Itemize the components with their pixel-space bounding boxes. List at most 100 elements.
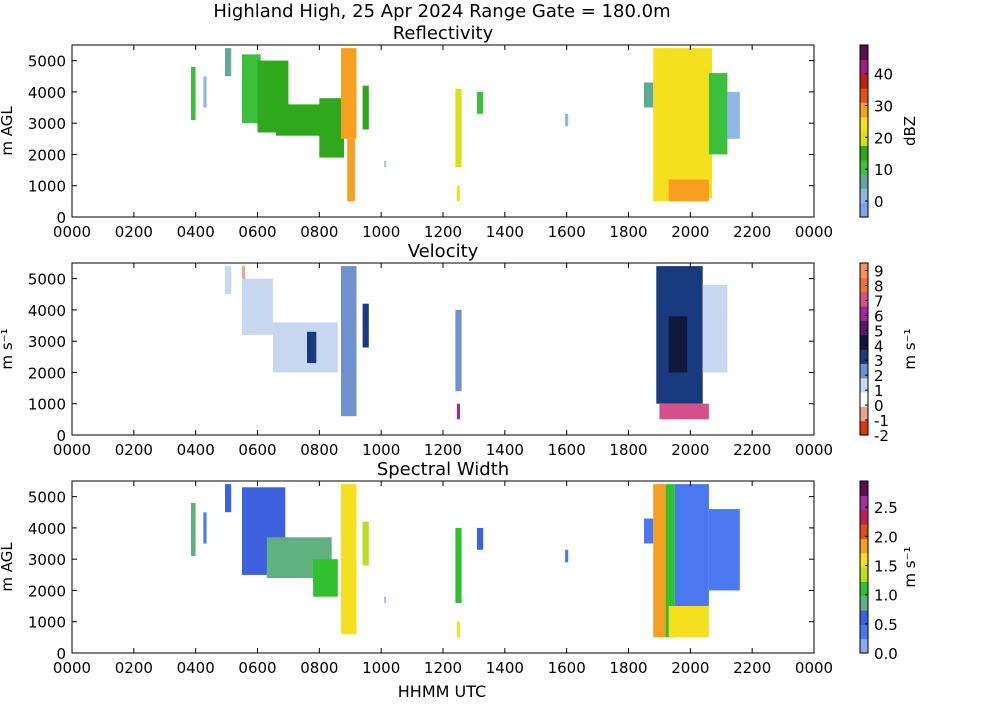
figure-title: Highland High, 25 Apr 2024 Range Gate = … xyxy=(213,1,670,22)
y-tick-label: 0 xyxy=(56,427,66,445)
data-cell-0 xyxy=(191,66,196,121)
data-cell-15 xyxy=(644,82,654,108)
x-tick-label: 1200 xyxy=(424,441,462,459)
colorbar-segment xyxy=(860,552,868,568)
y-tick-label: 1000 xyxy=(28,178,66,196)
data-cell-3 xyxy=(242,54,261,124)
y-tick-label: 2000 xyxy=(28,146,66,164)
x-tick-label: 2000 xyxy=(671,223,709,241)
colorbar-tick-label: -2 xyxy=(874,427,889,445)
data-cell-12 xyxy=(456,185,460,202)
data-cell-17 xyxy=(665,48,712,199)
data-cell-11 xyxy=(477,527,484,550)
data-cell-17 xyxy=(727,309,740,357)
x-axis-label: HHMM UTC xyxy=(398,682,486,700)
x-tick-label: 2000 xyxy=(671,659,709,677)
x-tick-label: 0800 xyxy=(300,223,338,241)
data-cell-16 xyxy=(674,484,709,607)
x-tick-label: 0400 xyxy=(177,441,215,459)
y-tick-label: 1000 xyxy=(28,614,66,632)
data-cell-6 xyxy=(319,98,344,158)
colorbar-tick-label: 20 xyxy=(874,129,893,147)
colorbar-tick-label: 2 xyxy=(874,367,884,385)
colorbar-segment xyxy=(860,420,868,436)
panel-1: Velocitym s⁻¹010002000300040005000000002… xyxy=(0,241,919,459)
x-tick-label: 0200 xyxy=(115,441,153,459)
colorbar-segment xyxy=(860,102,868,118)
colorbar-tick-label: 2.0 xyxy=(874,528,898,546)
panels: Reflectivitym AGL01000200030004000500000… xyxy=(0,23,919,677)
x-tick-label: 0600 xyxy=(238,659,276,677)
colorbar-segment xyxy=(860,277,868,293)
y-tick-label: 0 xyxy=(56,645,66,663)
colorbar-segment xyxy=(860,45,868,60)
data-cell-15 xyxy=(659,403,709,420)
data-cell-10 xyxy=(456,621,460,638)
x-tick-label: 1800 xyxy=(609,441,647,459)
x-tick-label: 1200 xyxy=(424,223,462,241)
data-cell-10 xyxy=(384,160,386,167)
colorbar-tick-label: 0 xyxy=(874,397,884,415)
x-tick-label: 0800 xyxy=(300,441,338,459)
x-tick-label: 1800 xyxy=(609,659,647,677)
data-cell-18 xyxy=(668,179,709,202)
x-tick-label: 0400 xyxy=(177,659,215,677)
colorbar-tick-label: -1 xyxy=(874,412,889,430)
data-cell-9 xyxy=(455,527,462,603)
colorbar-tick-label: 5 xyxy=(874,322,884,340)
colorbar-segment xyxy=(860,188,868,204)
data-cell-11 xyxy=(455,88,462,167)
x-tick-label: 0000 xyxy=(53,223,91,241)
colorbar-segment xyxy=(860,406,868,422)
data-cell-13 xyxy=(477,91,484,114)
x-tick-label: 0000 xyxy=(795,659,833,677)
data-cell-7 xyxy=(362,303,369,348)
data-cell-1 xyxy=(203,512,207,544)
data-cell-14 xyxy=(668,316,688,373)
colorbar-segment xyxy=(860,377,868,393)
x-tick-label: 1400 xyxy=(486,223,524,241)
x-tick-label: 0000 xyxy=(53,659,91,677)
colorbar-segment xyxy=(860,202,868,218)
data-cell-8 xyxy=(384,596,386,603)
y-tick-label: 5000 xyxy=(28,53,66,71)
colorbar-label: m s⁻¹ xyxy=(901,328,919,369)
x-tick-label: 2200 xyxy=(733,659,771,677)
colorbar-tick-label: 0.0 xyxy=(874,645,898,663)
colorbar-segment xyxy=(860,509,868,525)
data-cell-13 xyxy=(644,518,654,544)
panel-0: Reflectivitym AGL01000200030004000500000… xyxy=(0,23,919,241)
data-cell-10 xyxy=(477,309,484,332)
x-tick-label: 0600 xyxy=(238,223,276,241)
data-cell-20 xyxy=(727,91,740,139)
colorbar-tick-label: 4 xyxy=(874,337,884,355)
y-tick-label: 4000 xyxy=(28,520,66,538)
y-tick-label: 2000 xyxy=(28,364,66,382)
data-cell-2 xyxy=(225,48,232,77)
data-cell-5 xyxy=(313,559,338,597)
x-tick-label: 1400 xyxy=(486,659,524,677)
data-cell-12 xyxy=(565,549,569,563)
colorbar-tick-label: 6 xyxy=(874,307,884,325)
y-tick-label: 1000 xyxy=(28,396,66,414)
y-tick-label: 4000 xyxy=(28,84,66,102)
data-cell-11 xyxy=(565,331,569,345)
colorbar-frame xyxy=(859,480,869,654)
x-tick-label: 1800 xyxy=(609,223,647,241)
x-tick-label: 1000 xyxy=(362,441,400,459)
x-tick-label: 0000 xyxy=(795,441,833,459)
colorbar-segment xyxy=(860,291,868,307)
data-cell-14 xyxy=(653,484,666,638)
colorbar-segment xyxy=(860,595,868,611)
y-axis-label: m AGL xyxy=(0,542,16,592)
data-cell-15 xyxy=(665,484,675,638)
colorbar-frame xyxy=(859,262,869,436)
x-tick-label: 1600 xyxy=(548,223,586,241)
y-tick-label: 3000 xyxy=(28,115,66,133)
colorbar-label: m s⁻¹ xyxy=(901,546,919,587)
colorbar-tick-label: 1.0 xyxy=(874,587,898,605)
colorbar-tick-label: 40 xyxy=(874,66,893,84)
data-cell-18 xyxy=(708,509,740,591)
colorbar-segment xyxy=(860,495,868,511)
